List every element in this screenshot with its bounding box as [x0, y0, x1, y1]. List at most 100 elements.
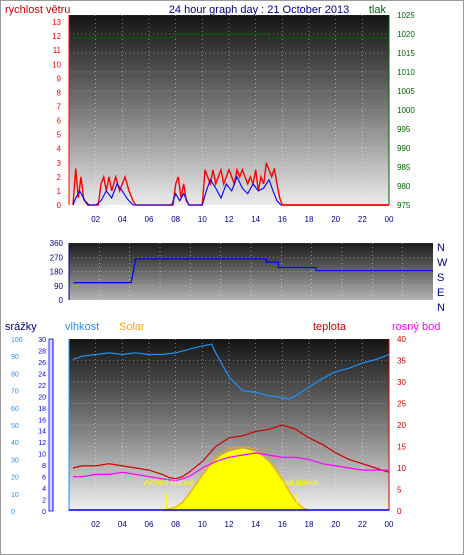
wind-speed-tick-label: 8	[57, 88, 62, 97]
temperature-tick-label: 25	[397, 400, 406, 409]
direction-tick-label: 0	[59, 296, 64, 305]
rain-tick-label: 12	[38, 440, 46, 447]
wind-speed-tick-label: 9	[57, 74, 62, 83]
graph-title: 24 hour graph day : 21 October 2013	[169, 4, 349, 16]
wind-average-line	[72, 175, 389, 206]
humidity-tick-label: 40	[11, 440, 19, 447]
pressure-tick-label: 1015	[397, 49, 415, 58]
wind-speed-tick-label: 5	[57, 131, 62, 140]
humidity-axis-title: vlhkost	[65, 321, 99, 333]
pressure-line	[73, 33, 389, 39]
temperature-axis-title: teplota	[313, 321, 347, 333]
hour-tick-label: 22	[358, 215, 367, 224]
temperature-tick-label: 20	[397, 421, 406, 430]
wind-speed-tick-label: 7	[57, 102, 62, 111]
rain-tick-label: 18	[38, 406, 46, 413]
humidity-tick-label: 20	[11, 475, 19, 482]
wind-speed-tick-label: 12	[52, 32, 61, 41]
hour-tick-label: 16	[278, 215, 287, 224]
rain-tick-label: 8	[42, 463, 46, 470]
pressure-tick-label: 990	[397, 144, 411, 153]
wind-speed-tick-label: 13	[52, 18, 61, 27]
wind-speed-tick-label: 4	[57, 145, 62, 154]
hour-tick-label: 10	[198, 215, 207, 224]
rain-tick-label: 24	[38, 371, 46, 378]
humidity-tick-label: 90	[11, 354, 19, 361]
wind-speed-axis-title: rychlost větru	[5, 4, 70, 16]
hour-tick-label: 06	[145, 520, 154, 529]
wind-speed-tick-label: 6	[57, 117, 62, 126]
rain-tick-label: 2	[42, 498, 46, 505]
solar-axis-title: Solar	[119, 321, 145, 333]
hour-tick-label: 00	[385, 215, 394, 224]
rain-tick-label: 0	[42, 509, 46, 516]
temperature-tick-label: 0	[397, 507, 402, 516]
rain-tick-label: 10	[38, 452, 46, 459]
rain-tick-label: 4	[42, 486, 46, 493]
compass-label: N	[437, 302, 445, 314]
hour-tick-label: 08	[171, 215, 180, 224]
pressure-tick-label: 1010	[397, 68, 415, 77]
pressure-tick-label: 1000	[397, 106, 415, 115]
direction-tick-label: 360	[50, 239, 64, 248]
wind-speed-tick-label: 3	[57, 159, 62, 168]
temperature-tick-label: 5	[397, 486, 402, 495]
rain-tick-label: 14	[38, 429, 46, 436]
humidity-tick-label: 80	[11, 371, 19, 378]
pressure-tick-label: 980	[397, 182, 411, 191]
temperature-line	[72, 424, 390, 480]
humidity-tick-label: 50	[11, 423, 19, 430]
rain-gauge	[48, 338, 54, 512]
solar-radiation-area	[162, 448, 310, 512]
humidity-tick-label: 100	[11, 337, 23, 344]
hour-tick-label: 14	[251, 215, 260, 224]
hour-tick-label: 04	[118, 215, 127, 224]
wind-speed-tick-label: 10	[52, 60, 61, 69]
pressure-tick-label: 985	[397, 163, 411, 172]
pressure-tick-label: 1020	[397, 30, 415, 39]
wind-speed-tick-label: 1	[57, 187, 62, 196]
rain-tick-label: 20	[38, 394, 46, 401]
humidity-tick-label: 0	[11, 509, 15, 516]
wind-speed-tick-label: 2	[57, 173, 62, 182]
direction-tick-label: 180	[50, 268, 64, 277]
compass-label: E	[437, 287, 444, 299]
hour-tick-label: 02	[91, 520, 100, 529]
hour-tick-label: 20	[331, 520, 340, 529]
compass-label: W	[437, 257, 448, 269]
hour-tick-label: 12	[225, 520, 234, 529]
pressure-tick-label: 975	[397, 201, 411, 210]
solar-max-line	[162, 447, 310, 511]
temperature-tick-label: 10	[397, 464, 406, 473]
hour-tick-label: 08	[171, 520, 180, 529]
hour-tick-label: 10	[198, 520, 207, 529]
wind-speed-tick-label: 11	[53, 46, 62, 55]
hour-tick-label: 12	[225, 215, 234, 224]
humidity-tick-label: 10	[11, 492, 19, 499]
hour-tick-label: 06	[145, 215, 154, 224]
hour-tick-label: 02	[91, 215, 100, 224]
pressure-tick-label: 1005	[397, 87, 415, 96]
dew-point-axis-title: rosný bod	[392, 321, 440, 333]
hour-tick-label: 16	[278, 520, 287, 529]
hour-tick-label: 18	[305, 215, 314, 224]
rain-tick-label: 6	[42, 475, 46, 482]
hour-tick-label: 18	[305, 520, 314, 529]
compass-label: S	[437, 272, 444, 284]
hour-tick-label: 00	[385, 520, 394, 529]
rain-axis-title: srážky	[5, 321, 37, 333]
hour-tick-label: 20	[331, 215, 340, 224]
temperature-tick-label: 35	[397, 357, 406, 366]
sunrise-label: východ slunce	[143, 478, 194, 487]
temperature-tick-label: 30	[397, 378, 406, 387]
direction-tick-label: 90	[54, 282, 63, 291]
humidity-tick-label: 70	[11, 389, 19, 396]
rain-tick-label: 30	[38, 337, 46, 344]
humidity-line	[72, 343, 390, 400]
rain-tick-label: 26	[38, 360, 46, 367]
direction-tick-label: 270	[50, 253, 64, 262]
rain-tick-label: 16	[38, 417, 46, 424]
hour-tick-label: 22	[358, 520, 367, 529]
hour-tick-label: 04	[118, 520, 127, 529]
